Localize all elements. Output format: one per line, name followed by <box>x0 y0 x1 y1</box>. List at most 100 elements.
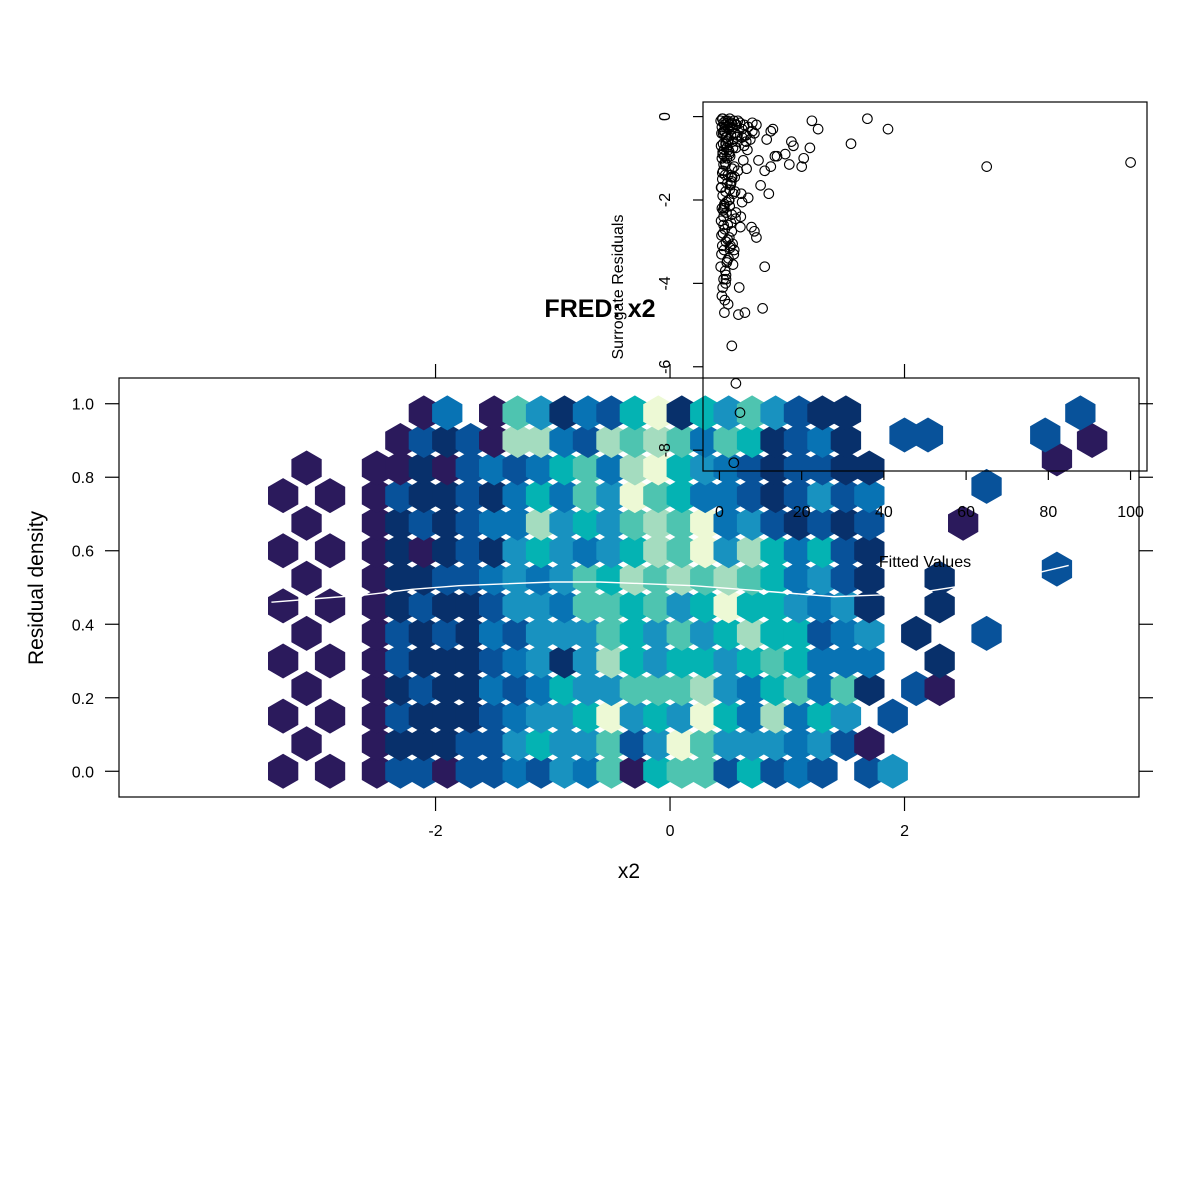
scatter-point <box>721 152 733 164</box>
scatter-point <box>719 307 730 318</box>
hexbin-y-axis: 0.0 0.2 0.4 0.6 0.8 1.0 <box>72 397 1153 781</box>
hexbin-cell <box>291 615 322 651</box>
scatter-point <box>788 140 799 152</box>
hexbin-cell <box>361 505 393 541</box>
hexbin-cell <box>408 423 439 458</box>
hexbin-cell <box>432 588 463 624</box>
scatter-points <box>715 113 1136 469</box>
hexbin-cell <box>479 423 510 458</box>
hexbin-cell <box>783 450 815 486</box>
hexbin-cell <box>713 450 744 486</box>
hexbin-cell <box>596 450 627 486</box>
scatter-point <box>733 282 745 293</box>
hexbin-cell <box>549 698 580 734</box>
hexbin-cell <box>479 671 510 707</box>
hexbin-cell <box>643 588 674 624</box>
hexbin-cell <box>572 478 604 514</box>
scatter-point <box>726 225 738 237</box>
hexbin-y-tick-label: 0.4 <box>72 617 94 634</box>
hexbin-cell <box>408 726 439 762</box>
smooth-line <box>271 564 1069 603</box>
hexbin-cell <box>432 450 463 486</box>
hexbin-cell <box>760 753 791 789</box>
hexbin-cell <box>830 615 862 651</box>
hexbin-cell <box>502 643 533 679</box>
inset-y-axis: 0 -2 -4 -6 -8 <box>657 112 703 457</box>
hexbin-cell <box>643 726 674 762</box>
inset-panel-frame <box>702 101 1148 472</box>
hexbin-cell <box>924 588 955 624</box>
hexbin-cell <box>385 753 416 789</box>
hexbin-cell <box>736 533 768 569</box>
hexbin-cell <box>783 643 815 679</box>
hexbin-cell <box>525 726 557 762</box>
hexbin-cell <box>479 395 510 431</box>
hexbin-cell <box>619 395 650 431</box>
scatter-point <box>733 309 744 320</box>
hexbin-cell <box>572 423 604 458</box>
hexbin-cell <box>643 505 674 541</box>
hexbin-cell <box>361 533 393 569</box>
hexbin-chart-title: FRED: x2 <box>544 295 655 323</box>
hexbin-cell <box>736 478 768 514</box>
hexbin-cell <box>666 533 697 569</box>
hexbin-cell <box>807 726 838 762</box>
hexbin-cell <box>385 643 416 679</box>
scatter-point <box>718 202 730 214</box>
hexbin-cell <box>361 726 393 762</box>
hexbin-cell <box>549 615 580 651</box>
hexbin-cell <box>432 643 463 679</box>
hexbin-cell <box>889 417 920 453</box>
hexbin-cell <box>596 588 627 624</box>
hexbin-cell <box>549 450 580 486</box>
hexbin-cell <box>572 560 604 596</box>
hexbin-cell <box>807 753 838 789</box>
hexbin-cell <box>432 395 463 431</box>
hexbin-cell <box>666 615 697 651</box>
scatter-point <box>740 136 752 147</box>
hexbin-cell <box>479 615 510 651</box>
hexbin-cell <box>912 417 944 453</box>
hexbin-cell <box>525 560 557 596</box>
hexbin-cell <box>854 588 885 624</box>
hexbin-cell <box>760 588 791 624</box>
hexbin-cell <box>619 423 650 458</box>
hexbin-cell <box>643 698 674 734</box>
hexbin-cell <box>291 560 322 596</box>
hexbin-cell <box>408 560 439 596</box>
hexbin-cell <box>572 671 604 707</box>
hexbin-cell <box>830 671 862 707</box>
hexbin-cell <box>268 753 299 789</box>
hexbin-cell <box>713 671 744 707</box>
hexbin-cell <box>479 450 510 486</box>
hexbin-cell <box>455 533 486 569</box>
hexbin-cell <box>690 533 721 569</box>
hexbin-cell <box>596 395 627 431</box>
scatter-point <box>720 278 731 289</box>
scatter-point <box>739 130 750 141</box>
scatter-point <box>719 265 731 277</box>
hexbin-cell <box>807 560 838 596</box>
hexbin-cell <box>713 753 744 789</box>
hexbin-cell <box>643 671 674 707</box>
hexbin-cell <box>924 560 955 596</box>
hexbin-cell <box>385 615 416 651</box>
hexbin-cell <box>619 726 650 762</box>
hexbin-cell <box>596 643 627 679</box>
hexbin-cell <box>783 698 815 734</box>
hexbin-cell <box>619 450 650 486</box>
hexbin-cell <box>1041 441 1073 477</box>
hexbin-cell <box>596 698 627 734</box>
hexbin-cell <box>736 615 768 651</box>
hexbin-cell <box>783 726 815 762</box>
hexbin-cell <box>830 478 862 514</box>
hexbin-cell <box>807 478 838 514</box>
inset-x-tick-label: 100 <box>1117 504 1144 521</box>
hexbin-cell <box>268 533 299 569</box>
hexbin-cell <box>314 698 346 734</box>
hexbin-cell <box>572 698 604 734</box>
scatter-point <box>719 169 731 181</box>
hexbin-cell <box>455 753 486 789</box>
hexbin-cell <box>690 423 721 458</box>
hexbin-cell <box>572 588 604 624</box>
